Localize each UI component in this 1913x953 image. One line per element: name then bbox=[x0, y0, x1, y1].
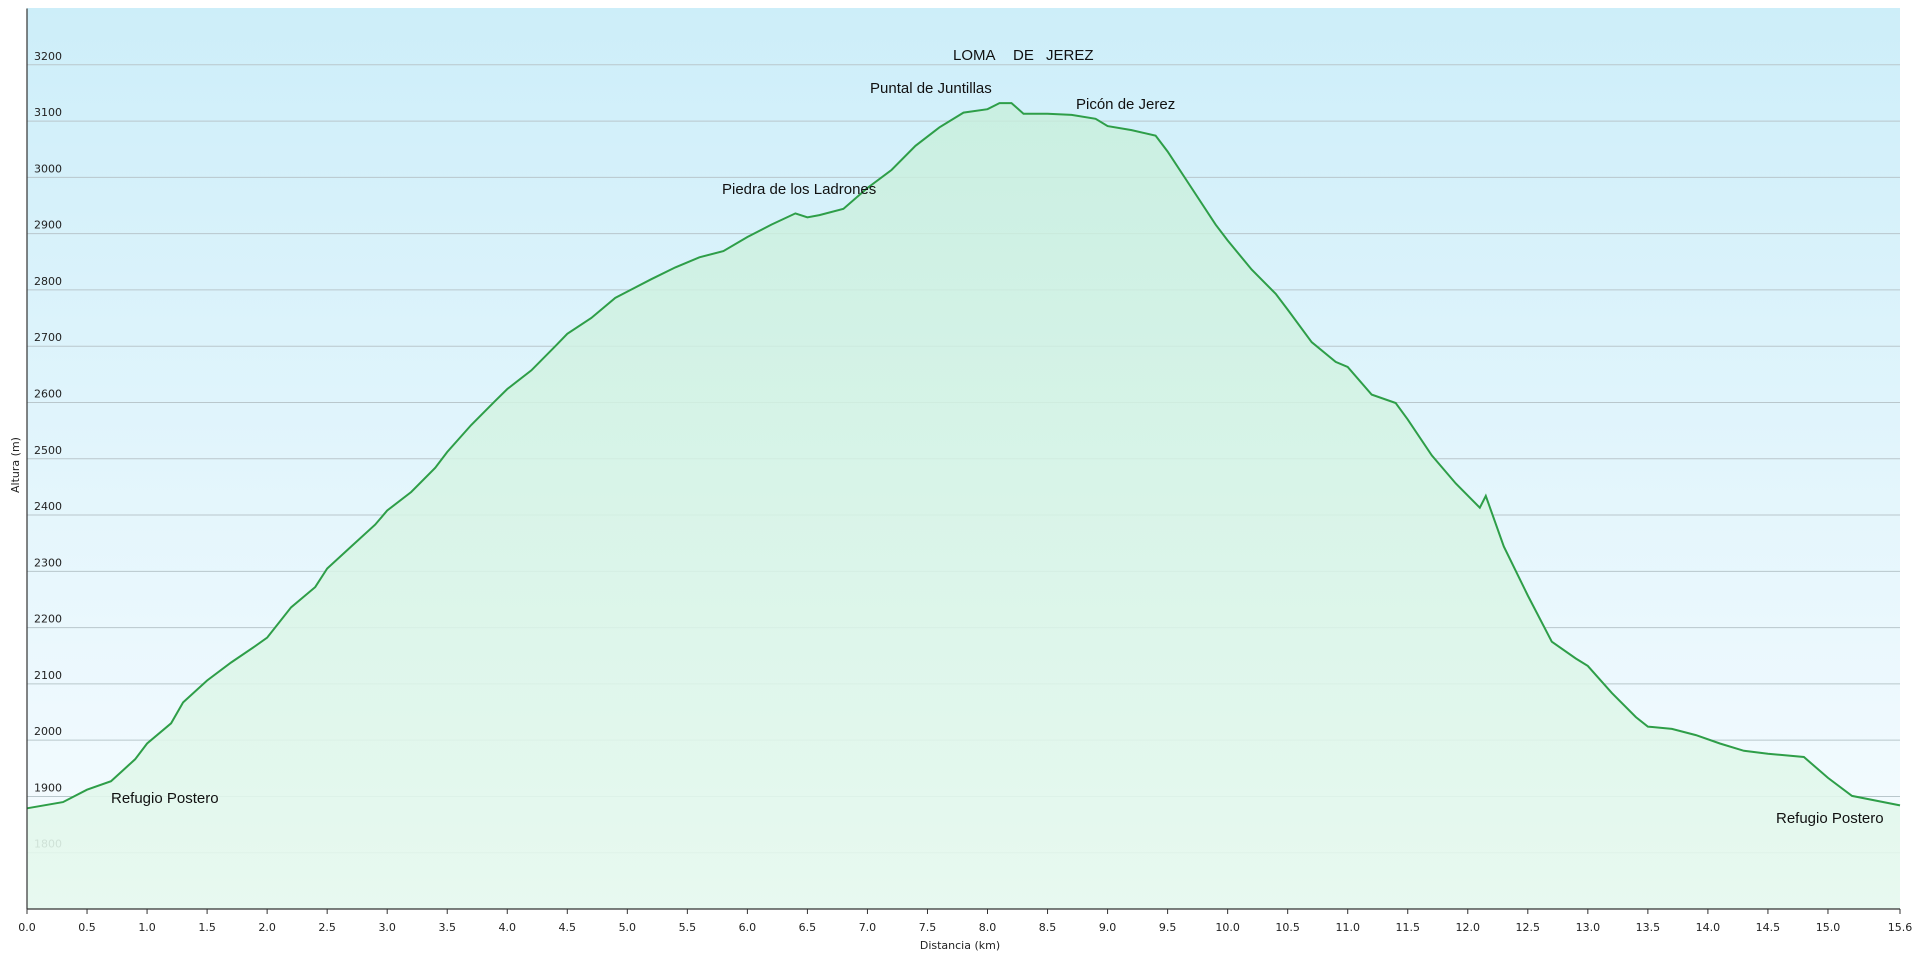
x-tick-label: 6.0 bbox=[739, 921, 757, 934]
area-fill bbox=[27, 103, 1900, 910]
x-tick-label: 2.5 bbox=[318, 921, 336, 934]
x-tick-label: 0.0 bbox=[18, 921, 36, 934]
annotation: Picón de Jerez bbox=[1076, 96, 1175, 113]
x-tick-label: 8.5 bbox=[1039, 921, 1057, 934]
x-axis-label: Distancia (km) bbox=[920, 939, 1000, 952]
y-tick-label: 2500 bbox=[34, 444, 62, 457]
annotation: Puntal de Juntillas bbox=[870, 80, 992, 97]
x-tick-label: 8.0 bbox=[979, 921, 997, 934]
x-tick-label: 3.5 bbox=[438, 921, 456, 934]
x-tick-label: 11.0 bbox=[1335, 921, 1360, 934]
x-tick-label: 14.0 bbox=[1696, 921, 1721, 934]
x-tick-label: 14.5 bbox=[1756, 921, 1781, 934]
y-tick-label: 2200 bbox=[34, 613, 62, 626]
x-tick-label: 13.0 bbox=[1576, 921, 1601, 934]
annotation: JEREZ bbox=[1046, 47, 1094, 64]
x-tick-label: 4.5 bbox=[559, 921, 577, 934]
x-tick-label: 9.0 bbox=[1099, 921, 1117, 934]
x-tick-label: 5.5 bbox=[679, 921, 697, 934]
annotation: Piedra de los Ladrones bbox=[722, 181, 876, 198]
x-tick-label: 12.5 bbox=[1516, 921, 1541, 934]
x-tick-label: 11.5 bbox=[1395, 921, 1420, 934]
x-tick-label: 1.0 bbox=[138, 921, 156, 934]
y-tick-label: 2400 bbox=[34, 500, 62, 513]
x-tick-label: 1.5 bbox=[198, 921, 216, 934]
x-tick-label: 0.5 bbox=[78, 921, 96, 934]
y-tick-label: 2900 bbox=[34, 219, 62, 232]
y-tick-label: 2100 bbox=[34, 669, 62, 682]
y-axis-label: Altura (m) bbox=[9, 437, 22, 493]
x-tick-label: 13.5 bbox=[1636, 921, 1661, 934]
annotation: LOMA bbox=[953, 47, 996, 64]
annotation: DE bbox=[1013, 47, 1034, 64]
annotation: Refugio Postero bbox=[111, 790, 219, 807]
x-tick-label: 10.0 bbox=[1215, 921, 1240, 934]
y-tick-label: 2300 bbox=[34, 556, 62, 569]
y-tick-label: 1900 bbox=[34, 781, 62, 794]
x-tick-label: 2.0 bbox=[258, 921, 276, 934]
x-tick-label: 7.5 bbox=[919, 921, 937, 934]
x-tick-label: 4.0 bbox=[499, 921, 517, 934]
x-tick-label: 3.0 bbox=[378, 921, 396, 934]
y-tick-label: 3000 bbox=[34, 162, 62, 175]
x-tick-label: 9.5 bbox=[1159, 921, 1177, 934]
x-tick-label: 12.0 bbox=[1456, 921, 1481, 934]
x-tick-label: 10.5 bbox=[1275, 921, 1300, 934]
x-tick-label: 15.6 bbox=[1888, 921, 1913, 934]
x-tick-label: 15.0 bbox=[1816, 921, 1841, 934]
y-tick-label: 2800 bbox=[34, 275, 62, 288]
y-tick-label: 2000 bbox=[34, 725, 62, 738]
x-tick-label: 7.0 bbox=[859, 921, 877, 934]
y-tick-label: 2600 bbox=[34, 387, 62, 400]
elevation-line bbox=[26, 102, 1901, 810]
x-tick-label: 5.0 bbox=[619, 921, 637, 934]
y-tick-label: 3200 bbox=[34, 50, 62, 63]
x-tick-label: 6.5 bbox=[799, 921, 817, 934]
y-tick-label: 2700 bbox=[34, 331, 62, 344]
y-tick-label: 3100 bbox=[34, 106, 62, 119]
annotation: Refugio Postero bbox=[1776, 810, 1884, 827]
